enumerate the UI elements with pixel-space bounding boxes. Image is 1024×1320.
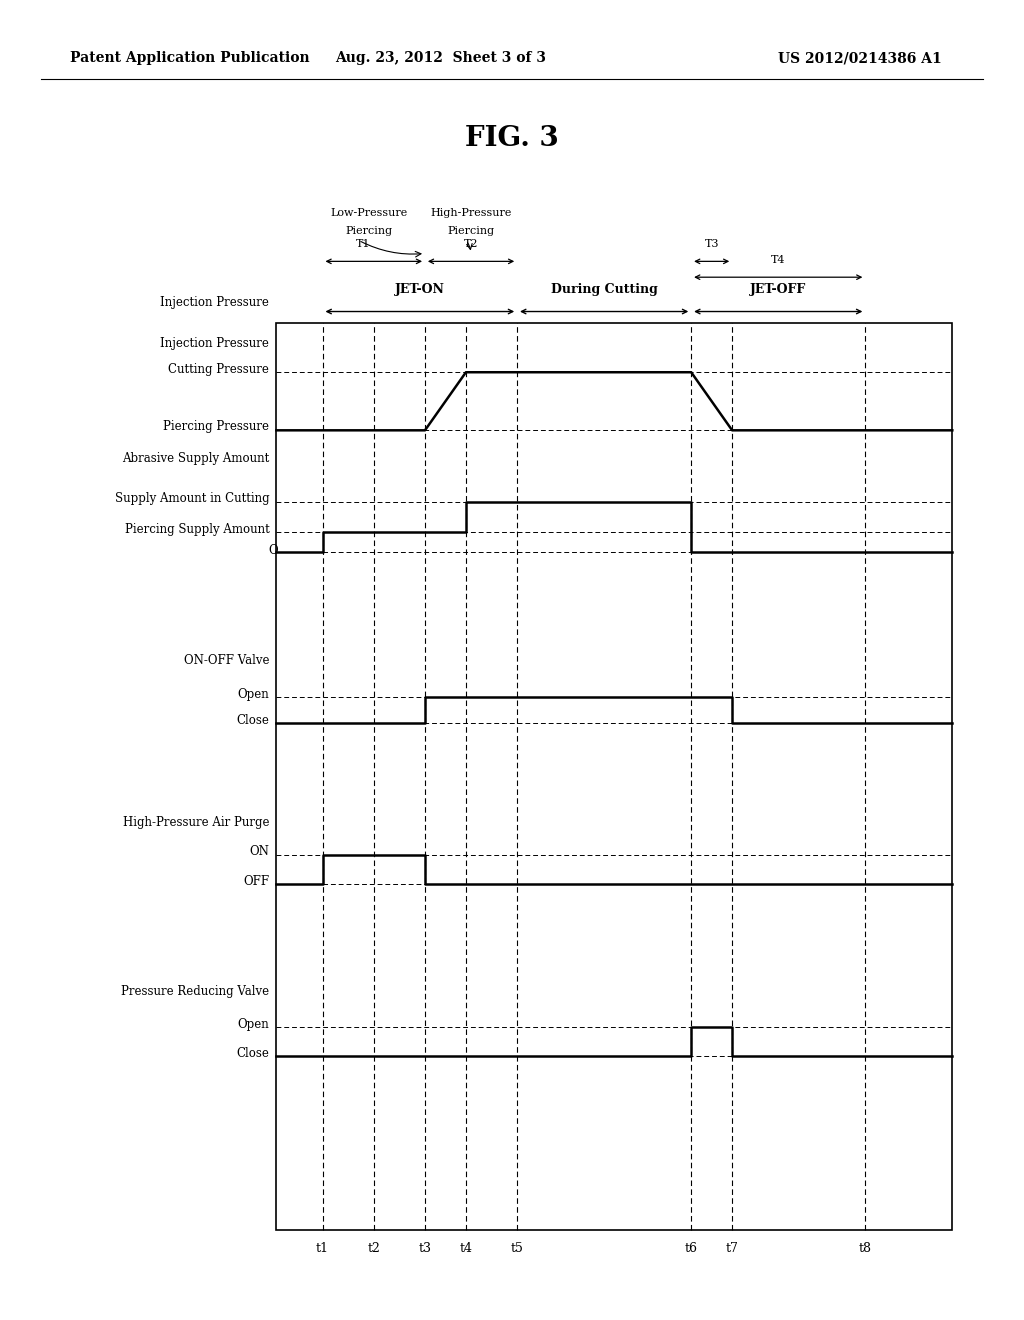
Bar bbox=[276, 323, 952, 1230]
Text: US 2012/0214386 A1: US 2012/0214386 A1 bbox=[778, 51, 942, 65]
Text: FIG. 3: FIG. 3 bbox=[465, 125, 559, 152]
Text: ON-OFF Valve: ON-OFF Valve bbox=[184, 653, 269, 667]
Text: Close: Close bbox=[237, 1047, 269, 1060]
Text: Open: Open bbox=[238, 1018, 269, 1031]
Text: Low-Pressure: Low-Pressure bbox=[330, 207, 408, 218]
Text: Pressure Reducing Valve: Pressure Reducing Valve bbox=[121, 985, 269, 998]
Text: Piercing: Piercing bbox=[345, 226, 392, 236]
Text: Patent Application Publication: Patent Application Publication bbox=[70, 51, 309, 65]
Text: t5: t5 bbox=[511, 1242, 523, 1255]
Text: T3: T3 bbox=[705, 239, 719, 249]
Text: T2: T2 bbox=[464, 239, 478, 249]
Text: t2: t2 bbox=[368, 1242, 380, 1255]
Text: Cutting Pressure: Cutting Pressure bbox=[168, 363, 269, 376]
Text: Close: Close bbox=[237, 714, 269, 727]
Text: Abrasive Supply Amount: Abrasive Supply Amount bbox=[122, 451, 269, 465]
Text: Injection Pressure: Injection Pressure bbox=[161, 337, 269, 350]
Text: t4: t4 bbox=[460, 1242, 472, 1255]
Text: ON: ON bbox=[250, 845, 269, 858]
Text: JET-ON: JET-ON bbox=[395, 282, 444, 296]
Text: t8: t8 bbox=[859, 1242, 871, 1255]
Text: Aug. 23, 2012  Sheet 3 of 3: Aug. 23, 2012 Sheet 3 of 3 bbox=[335, 51, 546, 65]
Text: High-Pressure: High-Pressure bbox=[430, 207, 512, 218]
Text: T4: T4 bbox=[771, 255, 785, 265]
Text: t3: t3 bbox=[419, 1242, 431, 1255]
Text: t1: t1 bbox=[316, 1242, 329, 1255]
Text: OFF: OFF bbox=[243, 875, 269, 888]
Text: Piercing Pressure: Piercing Pressure bbox=[163, 420, 269, 433]
Text: Piercing Supply Amount: Piercing Supply Amount bbox=[125, 523, 269, 536]
Text: t7: t7 bbox=[726, 1242, 738, 1255]
Text: O: O bbox=[268, 544, 278, 557]
Text: Injection Pressure: Injection Pressure bbox=[161, 296, 269, 309]
Text: Supply Amount in Cutting: Supply Amount in Cutting bbox=[115, 492, 269, 506]
Text: JET-OFF: JET-OFF bbox=[751, 282, 806, 296]
Text: t6: t6 bbox=[685, 1242, 697, 1255]
Text: Piercing: Piercing bbox=[447, 226, 495, 236]
Text: Open: Open bbox=[238, 688, 269, 701]
Text: During Cutting: During Cutting bbox=[551, 282, 657, 296]
Text: High-Pressure Air Purge: High-Pressure Air Purge bbox=[123, 816, 269, 829]
Text: T1: T1 bbox=[356, 239, 371, 249]
